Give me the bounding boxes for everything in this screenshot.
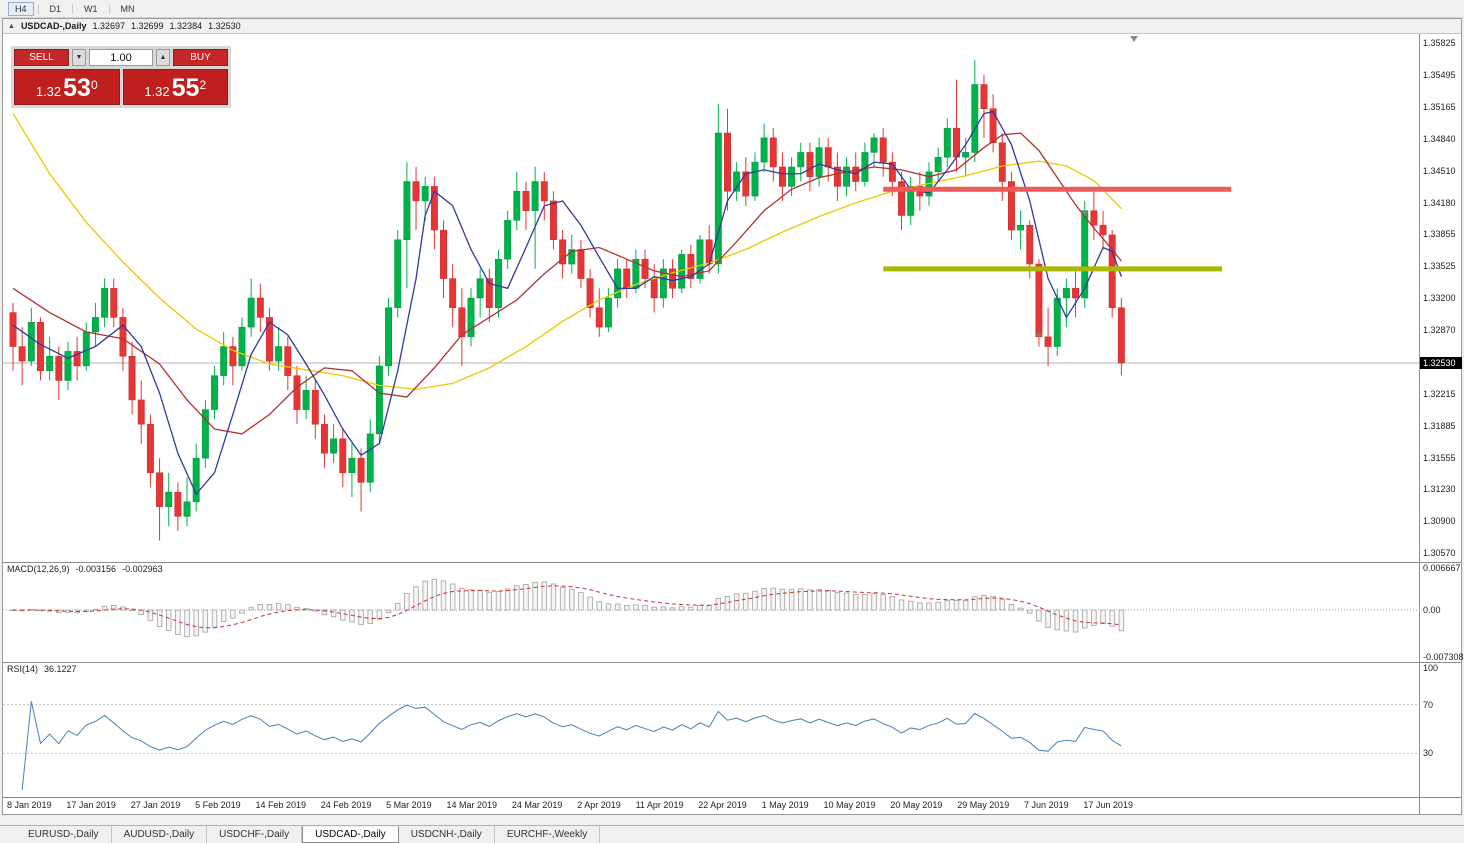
timeframe-button-d1[interactable]: D1 xyxy=(49,3,62,14)
chart-title: USDCAD-,Daily xyxy=(20,21,87,31)
chart-tab-usdcad[interactable]: USDCAD-,Daily xyxy=(302,826,399,843)
macd-panel: 0.006667 0.00 -0.007308 MACD(12,26,9) -0.00… xyxy=(3,563,1464,663)
date-label: 29 May 2019 xyxy=(957,800,1010,810)
buy-price-base: 1.32 xyxy=(144,83,170,99)
chart-tab-usdchf[interactable]: USDCHF-,Daily xyxy=(207,826,303,843)
timeframe-toolbar: H4 D1 W1 MN xyxy=(0,0,1464,18)
date-label: 5 Mar 2019 xyxy=(386,800,432,810)
chart-collapse-icon[interactable]: ▲ xyxy=(8,22,15,30)
buy-button[interactable]: BUY xyxy=(173,49,228,66)
timeframe-button-h4[interactable]: H4 xyxy=(8,1,34,16)
time-scale[interactable]: 8 Jan 2019 17 Jan 2019 27 Jan 2019 5 Feb 20… xyxy=(3,798,1461,814)
buy-price-point: 2 xyxy=(199,78,207,92)
price-label: 1.34840 xyxy=(1423,133,1456,144)
current-price-badge: 1.32530 xyxy=(1420,357,1462,370)
price-chart-panel: 1.35825 1.35495 1.35165 1.34840 1.34510 1.341… xyxy=(3,34,1462,563)
volume-decrease-button[interactable]: ▼ xyxy=(72,49,86,66)
sell-price-base: 1.32 xyxy=(35,83,62,99)
date-label: 8 Jan 2019 xyxy=(7,800,52,810)
chart-tab-eurusd[interactable]: EURUSD-,Daily xyxy=(16,826,112,843)
price-label: 1.33525 xyxy=(1423,261,1456,272)
ohlc-close: 1.32530 xyxy=(208,21,241,31)
price-label: 1.32215 xyxy=(1423,388,1456,399)
price-label: 1.33200 xyxy=(1423,293,1456,303)
price-label: 1.34510 xyxy=(1423,165,1456,176)
date-label: 24 Mar 2019 xyxy=(511,800,563,810)
date-labels: 8 Jan 2019 17 Jan 2019 27 Jan 2019 5 Feb 20… xyxy=(7,800,1133,810)
date-label: 14 Feb 2019 xyxy=(255,800,306,810)
price-label: 1.30900 xyxy=(1423,516,1456,527)
chart-tab-eurchf[interactable]: EURCHF-,Weekly xyxy=(495,826,601,843)
sell-price-tile[interactable]: 1.32 53 0 xyxy=(14,69,120,105)
price-label: 1.34180 xyxy=(1423,197,1456,208)
date-label: 1 May 2019 xyxy=(761,800,809,810)
macd-scale[interactable]: 0.006667 0.00 -0.007308 xyxy=(1419,563,1464,662)
date-label: 7 Jun 2019 xyxy=(1024,800,1069,810)
rsi-scale-label: 30 xyxy=(1423,748,1434,759)
date-label: 20 May 2019 xyxy=(890,800,943,810)
price-label: 1.32870 xyxy=(1423,325,1456,336)
date-label: 24 Feb 2019 xyxy=(320,800,372,810)
sell-price-pips: 53 xyxy=(63,74,91,102)
date-label: 2 Apr 2019 xyxy=(577,800,621,810)
date-label: 22 Apr 2019 xyxy=(698,800,747,810)
price-label: 1.35165 xyxy=(1423,102,1456,113)
chart-window: ▲ USDCAD-,Daily 1.32697 1.32699 1.32384 … xyxy=(2,18,1464,815)
chart-tabs-bar: EURUSD-,Daily AUDUSD-,Daily USDCHF-,Daily U… xyxy=(0,825,1464,843)
date-label: 27 Jan 2019 xyxy=(130,800,181,810)
price-label: 1.31885 xyxy=(1423,420,1456,431)
ohlc-high: 1.32699 xyxy=(131,21,164,31)
price-label: 1.33855 xyxy=(1423,229,1456,240)
macd-label: MACD(12,26,9) -0.003156 -0.002963 xyxy=(7,564,169,574)
date-label: 11 Apr 2019 xyxy=(635,800,684,810)
toolbar-separator xyxy=(37,3,39,14)
date-label: 17 Jun 2019 xyxy=(1083,800,1133,810)
price-label: 1.35495 xyxy=(1423,70,1456,81)
date-label: 17 Jan 2019 xyxy=(66,800,116,810)
price-label: 1.31555 xyxy=(1423,452,1456,463)
price-scale[interactable]: 1.35825 1.35495 1.35165 1.34840 1.34510 1.341… xyxy=(1419,34,1462,562)
candlestick-chart[interactable] xyxy=(3,34,1421,562)
volume-increase-button[interactable]: ▲ xyxy=(156,49,170,66)
price-label: 1.35825 xyxy=(1423,38,1456,49)
chart-tab-usdcnh[interactable]: USDCNH-,Daily xyxy=(399,826,495,843)
macd-indicator-chart[interactable] xyxy=(3,563,1421,661)
ohlc-open: 1.32697 xyxy=(92,21,125,31)
date-label: 5 Feb 2019 xyxy=(195,800,241,810)
macd-value-main: -0.003156 xyxy=(75,564,117,574)
macd-value-signal: -0.002963 xyxy=(122,564,163,574)
window-bottom-strip xyxy=(0,815,1464,825)
toolbar-separator xyxy=(108,3,110,14)
chart-tab-audusd[interactable]: AUDUSD-,Daily xyxy=(112,826,208,843)
price-label: 1.31230 xyxy=(1423,484,1456,495)
timeframe-buttons: H4 D1 W1 MN xyxy=(8,1,142,16)
toolbar-separator xyxy=(72,3,74,14)
macd-name: MACD(12,26,9) xyxy=(7,564,70,574)
rsi-name: RSI(14) xyxy=(7,664,39,674)
buy-price-tile[interactable]: 1.32 55 2 xyxy=(122,69,228,105)
date-label: 10 May 2019 xyxy=(823,800,876,810)
rsi-panel: 100 70 30 RSI(14) 36.1227 xyxy=(3,663,1461,798)
macd-scale-label: -0.007308 xyxy=(1423,652,1464,662)
rsi-scale[interactable]: 100 70 30 xyxy=(1419,663,1461,797)
rsi-label: RSI(14) 36.1227 xyxy=(7,664,83,674)
timeframe-button-mn[interactable]: MN xyxy=(120,3,135,14)
rsi-scale-label: 100 xyxy=(1423,663,1439,673)
rsi-scale-label: 70 xyxy=(1423,699,1434,710)
sell-button[interactable]: SELL xyxy=(14,49,69,66)
axis-corner xyxy=(1419,798,1461,814)
buy-price-pips: 55 xyxy=(171,74,200,102)
one-click-trade-panel: SELL ▼ 1.00 ▲ BUY 1.32 53 0 1.32 55 2 xyxy=(11,46,231,108)
rsi-value: 36.1227 xyxy=(44,664,77,674)
volume-input[interactable]: 1.00 xyxy=(89,49,153,66)
date-label: 14 Mar 2019 xyxy=(446,800,498,810)
timeframe-button-w1[interactable]: W1 xyxy=(84,3,98,14)
price-label: 1.30570 xyxy=(1423,548,1456,559)
rsi-indicator-chart[interactable] xyxy=(3,663,1421,796)
macd-scale-label: 0.00 xyxy=(1423,605,1441,616)
sell-price-point: 0 xyxy=(90,78,98,92)
chart-titlebar: ▲ USDCAD-,Daily 1.32697 1.32699 1.32384 … xyxy=(3,19,1461,34)
macd-scale-label: 0.006667 xyxy=(1423,563,1461,573)
ohlc-low: 1.32384 xyxy=(169,21,203,31)
